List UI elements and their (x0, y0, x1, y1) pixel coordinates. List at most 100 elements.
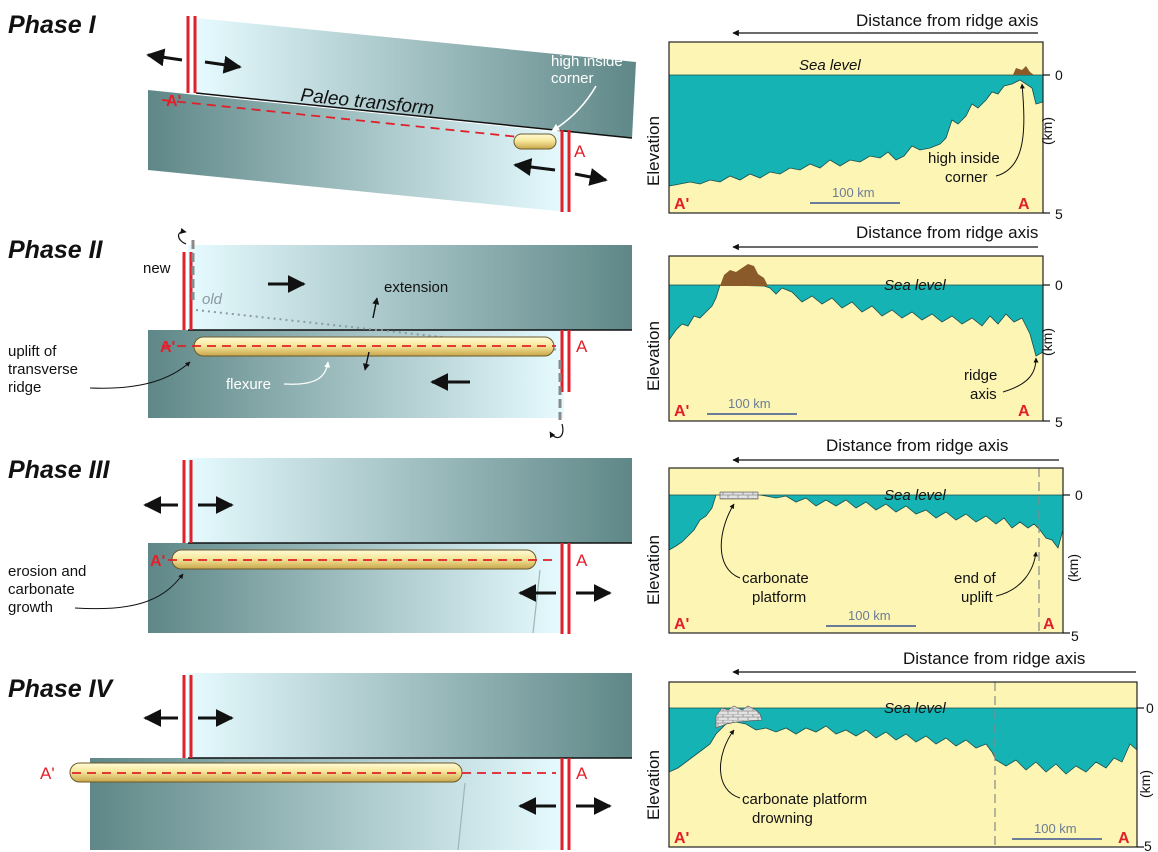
phase-2-map: Phase II A' A new old extension uplift o… (8, 228, 632, 439)
plate-upper (188, 245, 632, 330)
phase-title: Phase IV (8, 675, 115, 703)
carbonate-platform (719, 491, 759, 500)
tick-label: 0 (1055, 277, 1063, 293)
right-marker: A (1018, 196, 1030, 213)
high-inside-corner (513, 133, 557, 150)
phase-1-profile: Distance from ridge axis 0 5 (km) Elevat… (644, 11, 1063, 222)
carbonate-platform (715, 705, 763, 729)
phase-2-profile: Distance from ridge axis 0 5 (km) Elevat… (644, 223, 1063, 430)
leader (995, 83, 1025, 177)
elevation-label: Elevation (644, 116, 663, 186)
leader (74, 573, 184, 610)
corner-label: corner (551, 70, 594, 87)
spreading-arrow (146, 48, 183, 67)
a-prime-label: A' (160, 339, 175, 356)
extension-arrow (372, 297, 380, 319)
sea-level-label: Sea level (884, 487, 946, 504)
extension-label: extension (384, 279, 448, 296)
phase-title: Phase II (8, 236, 104, 264)
ocean (668, 74, 1044, 187)
spreading-arrow (513, 158, 556, 176)
tick-label: 0 (1075, 487, 1083, 503)
elevation-label: Elevation (644, 321, 663, 391)
leader (720, 503, 741, 579)
sea-level-label: Sea level (884, 700, 946, 717)
annotation: platform (752, 589, 806, 606)
annotation: ridge (964, 367, 997, 384)
plate-lower (148, 90, 567, 212)
leader (89, 361, 191, 389)
scale-label: 100 km (728, 396, 771, 411)
uplift-label: transverse (8, 361, 78, 378)
ocean (668, 494, 1064, 551)
unit-label: (km) (1039, 328, 1055, 356)
leader (720, 729, 741, 799)
unit-label: (km) (1039, 117, 1055, 145)
annotation: axis (970, 386, 997, 403)
old-label: old (202, 291, 223, 308)
erosion-label: growth (8, 599, 53, 616)
profile-frame (668, 255, 1044, 422)
tick-label: 0 (1055, 67, 1063, 83)
leader (995, 551, 1038, 597)
uplift-label: uplift of (8, 343, 57, 360)
a-label: A (576, 337, 588, 356)
a-prime-label: A' (150, 553, 165, 570)
spreading-arrow (574, 168, 608, 186)
elevation-label: Elevation (644, 750, 663, 820)
a-label: A (576, 551, 588, 570)
scale-label: 100 km (832, 185, 875, 200)
trace-line (532, 569, 541, 634)
a-label: A (576, 764, 588, 783)
flexure-arrow (362, 351, 370, 371)
flexure-label: flexure (226, 376, 271, 393)
profile-frame (668, 681, 1138, 848)
a-prime-label: A' (40, 764, 55, 783)
plate-upper (196, 18, 636, 138)
phase-title: Phase III (8, 456, 110, 484)
tick-label: 5 (1144, 838, 1152, 852)
annotation: uplift (961, 589, 994, 606)
profile-frame (668, 41, 1044, 214)
right-marker: A (1043, 616, 1055, 633)
scale-label: 100 km (848, 608, 891, 623)
phase-4-map: Phase IV A' A (8, 673, 632, 851)
leader (551, 85, 597, 132)
left-marker: A' (674, 403, 689, 420)
old-transform (195, 309, 561, 351)
annotation: drowning (752, 810, 813, 827)
leader (283, 361, 331, 385)
profile-title: Distance from ridge axis (903, 649, 1085, 668)
uplift-label: ridge (8, 379, 41, 396)
right-marker: A (1018, 403, 1030, 420)
left-marker: A' (674, 196, 689, 213)
phase-3-map: Phase III A' A erosion and carbonate gro… (8, 456, 632, 634)
tick-label: 0 (1146, 700, 1154, 716)
profile-title: Distance from ridge axis (856, 223, 1038, 242)
tick-label: 5 (1071, 628, 1079, 644)
rotation-arrow (549, 423, 564, 439)
annotation: high inside (928, 150, 1000, 167)
profile-title: Distance from ridge axis (856, 11, 1038, 30)
annotation: corner (945, 169, 988, 186)
rotation-arrow (177, 228, 187, 245)
ridge-segment (182, 460, 571, 634)
annotation: carbonate platform (742, 791, 867, 808)
sea-level-label: Sea level (884, 277, 946, 294)
plate-upper (188, 673, 632, 758)
emergent-area (720, 264, 768, 286)
left-marker: A' (674, 830, 689, 847)
trace-line (457, 782, 466, 851)
unit-label: (km) (1065, 554, 1081, 582)
left-marker: A' (674, 616, 689, 633)
ridge-segment (182, 240, 571, 420)
profile-title: Distance from ridge axis (826, 436, 1008, 455)
profile-line (161, 99, 549, 141)
erosion-label: erosion and (8, 563, 86, 580)
emergent-area (1012, 66, 1034, 77)
plate-upper (188, 458, 632, 543)
phase-title: Phase I (8, 11, 97, 39)
phase-4-profile: Distance from ridge axis 0 5 (km) Elevat… (644, 649, 1154, 852)
a-label: A (574, 142, 586, 161)
new-label: new (143, 260, 171, 277)
